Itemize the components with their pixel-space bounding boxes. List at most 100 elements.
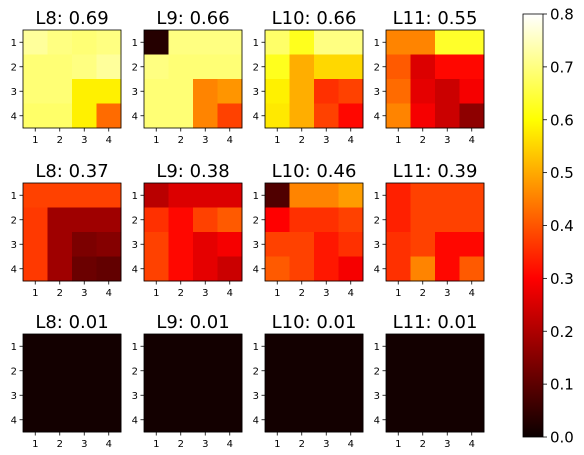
heatmap-cell [23,79,48,104]
colorbar-tick-label: 0.5 [550,164,574,182]
heatmap-cell [193,232,218,257]
heatmap-panel: L11: 0.01 1 2 3 4 1 2 3 4 [374,312,485,450]
heatmap-cell [144,79,169,104]
heatmap-cell [338,30,364,55]
x-tick-label: 1 [32,439,38,450]
panel-title: L8: 0.37 [35,161,108,182]
heatmap-cell [193,30,218,55]
heatmap-cell [193,407,218,433]
y-tick-label: 1 [374,38,380,49]
heatmap-cell [72,103,97,129]
x-tick-label: 1 [153,135,159,146]
x-tick-label: 2 [420,135,426,146]
heatmap-cell [47,79,73,104]
heatmap-cell [386,54,411,80]
heatmap-cell [72,232,97,257]
heatmap-cell [435,407,460,433]
heatmap-panel: L8: 0.69 1 2 3 4 1 2 3 4 [11,8,122,146]
heatmap-cell [193,256,218,282]
x-tick-label: 3 [81,439,87,450]
heatmap-cell [23,334,48,359]
y-tick-label: 3 [11,240,17,251]
heatmap-cell [459,54,485,80]
heatmap-cell [435,183,460,208]
heatmap-cell [265,383,290,408]
y-tick-label: 2 [132,366,138,377]
heatmap-panel: L9: 0.38 1 2 3 4 1 2 3 4 [132,161,243,299]
y-tick-label: 4 [374,111,380,122]
heatmap-cell [144,358,169,384]
heatmap-cell [435,207,460,233]
x-tick-label: 1 [274,135,280,146]
heatmap-cell [314,334,339,359]
y-tick-label: 3 [253,391,259,402]
colorbar-tick-label: 0.2 [550,323,574,341]
y-tick-label: 2 [253,366,259,377]
x-tick-label: 4 [348,135,354,146]
heatmap-cell [72,207,97,233]
heatmap-cell [459,358,485,384]
y-tick-label: 1 [132,191,138,202]
y-tick-label: 4 [374,264,380,275]
heatmap-cell [144,334,169,359]
heatmap-cell [386,183,411,208]
heatmap-cell [338,358,364,384]
y-tick-label: 4 [253,111,259,122]
heatmap-cell [265,54,290,80]
y-tick-label: 1 [11,191,17,202]
y-tick-label: 3 [374,87,380,98]
heatmap-cell [96,79,122,104]
heatmap-panel: L8: 0.01 1 2 3 4 1 2 3 4 [11,312,122,450]
x-tick-label: 3 [444,439,450,450]
x-tick-label: 2 [57,288,63,299]
panel-frame [264,333,364,433]
panel-frame [22,182,122,282]
colorbar-tick-label: 0.3 [550,270,574,288]
y-tick-label: 1 [132,342,138,353]
heatmap-panel: L9: 0.01 1 2 3 4 1 2 3 4 [132,312,243,450]
heatmap-cell [338,334,364,359]
y-tick-label: 4 [253,415,259,426]
heatmap-cell [289,30,315,55]
heatmap-cell [23,183,48,208]
heatmap-cell [96,183,122,208]
panel-title: L11: 0.39 [393,161,478,182]
heatmap-cell [459,232,485,257]
heatmap-cell [386,334,411,359]
heatmap-cell [338,207,364,233]
panel-frame [385,333,485,433]
y-tick-label: 4 [11,111,17,122]
panel-title: L8: 0.69 [35,8,108,29]
heatmap-cell [23,256,48,282]
heatmap-cell [72,407,97,433]
heatmap-cell [47,30,73,55]
heatmap-cell [289,103,315,129]
heatmap-cell [72,54,97,80]
y-tick-label: 1 [374,342,380,353]
y-tick-label: 2 [374,62,380,73]
x-tick-label: 3 [323,135,329,146]
heatmap-cell [217,407,243,433]
x-tick-label: 1 [153,439,159,450]
heatmap-cell [410,383,436,408]
heatmap-cell [193,79,218,104]
heatmap-cell [265,103,290,129]
heatmap-cell [338,383,364,408]
heatmap-cell [23,103,48,129]
heatmap-cell [459,183,485,208]
x-tick-label: 4 [348,288,354,299]
heatmap-cell [314,407,339,433]
panel-title: L11: 0.01 [393,312,478,333]
heatmap-cell [386,30,411,55]
heatmap-cell [193,358,218,384]
heatmap-cell [47,383,73,408]
heatmap-cell [386,383,411,408]
heatmap-cell [47,358,73,384]
panel-frame [143,333,243,433]
heatmap-cell [338,103,364,129]
y-tick-label: 4 [11,264,17,275]
heatmap-cell [47,334,73,359]
y-tick-label: 3 [374,240,380,251]
x-tick-label: 2 [299,288,305,299]
